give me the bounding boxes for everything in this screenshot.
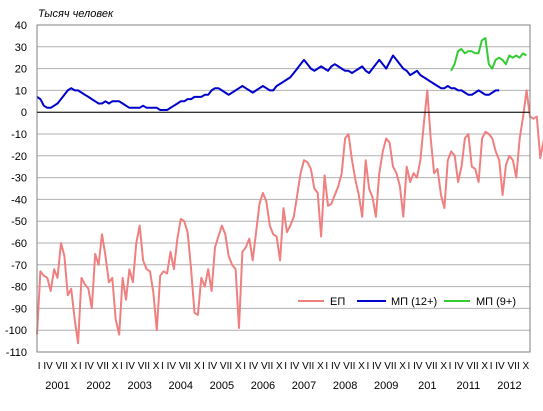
x-month-tick-label: I IV VII X	[161, 361, 201, 372]
y-tick-label: 0	[21, 107, 27, 119]
y-tick-label: 10	[15, 85, 27, 97]
x-month-tick-label: I IV VII X	[38, 361, 78, 372]
x-month-tick-label: I IV VII X	[366, 361, 406, 372]
grid	[37, 46, 530, 331]
x-month-tick-label: I IV VII X	[120, 361, 160, 372]
x-month-tick-label: I IV VII X	[490, 361, 530, 372]
x-year-label: 2007	[292, 380, 316, 392]
y-axis-ticks: 40 30 20 10 0 -10 -20 -30 -40 -50 -60 -70 -80 -90 -100…	[5, 20, 27, 359]
x-year-label: 2003	[127, 380, 151, 392]
legend: ЕП МП (12+) МП (9+)	[298, 296, 516, 308]
y-tick-label: 20	[15, 64, 27, 76]
x-month-tick-label: I IV VII X	[79, 361, 119, 372]
x-year-label: 2011	[457, 380, 481, 392]
legend-label: МП (12+)	[391, 296, 437, 308]
x-month-tick-label: I IV VII X	[325, 361, 365, 372]
y-tick-label: -70	[11, 260, 27, 272]
x-month-tick-label: I IV VII X	[243, 361, 283, 372]
series-line-0	[36, 89, 543, 345]
x-year-label: 2008	[333, 380, 357, 392]
plot-frame	[36, 24, 531, 353]
x-year-label: 201	[418, 380, 436, 392]
x-year-label: 2012	[497, 380, 521, 392]
y-tick-label: -110	[6, 347, 27, 359]
y-tick-label: 30	[15, 42, 27, 54]
legend-label: ЕП	[330, 296, 345, 308]
x-month-tick-label: I IV VII X	[202, 361, 242, 372]
y-tick-label: -20	[11, 151, 27, 163]
x-month-tick-label: I IV VII X	[284, 361, 324, 372]
y-tick-label: -30	[11, 173, 27, 185]
series-lines	[36, 37, 543, 345]
x-year-label: 2006	[251, 380, 275, 392]
y-tick-label: -50	[11, 216, 27, 228]
legend-label: МП (9+)	[476, 296, 516, 308]
y-tick-label: -10	[11, 129, 27, 141]
y-tick-label: 40	[15, 20, 27, 32]
y-tick-label: -100	[5, 325, 27, 337]
y-tick-label: -80	[11, 282, 27, 294]
series-line-1	[36, 54, 500, 111]
series-line-2	[450, 37, 527, 72]
x-year-label: 2005	[210, 380, 234, 392]
x-year-label: 2009	[374, 380, 398, 392]
x-year-label: 2004	[169, 380, 193, 392]
y-tick-label: -40	[11, 194, 27, 206]
x-month-tick-label: I IV VII X	[449, 361, 489, 372]
y-tick-label: -60	[11, 238, 27, 250]
y-tick-label: -90	[11, 303, 27, 315]
x-month-tick-label: I IV VII X	[408, 361, 448, 372]
x-year-label: 2002	[86, 380, 110, 392]
y-axis-label: Тысяч человек	[38, 8, 114, 20]
x-year-label: 2001	[45, 380, 69, 392]
